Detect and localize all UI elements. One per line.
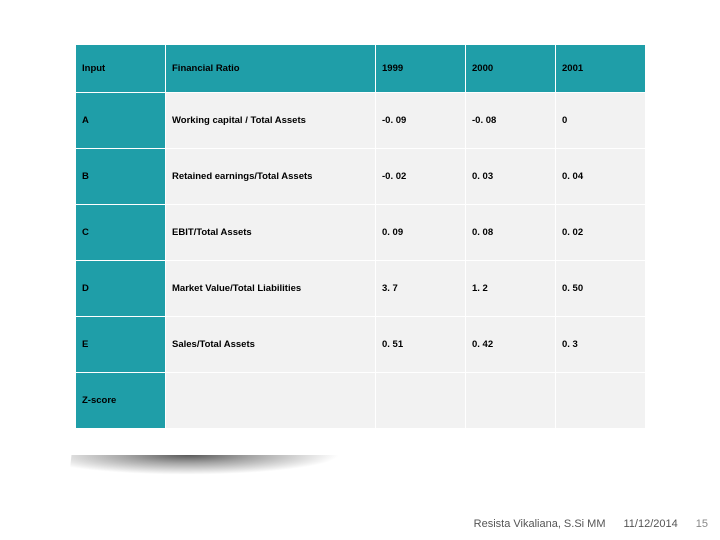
cell-input: A bbox=[76, 93, 166, 149]
cell-ratio: Working capital / Total Assets bbox=[166, 93, 376, 149]
cell-2000: -0. 08 bbox=[466, 93, 556, 149]
cell-input: D bbox=[76, 261, 166, 317]
cell-ratio: Sales/Total Assets bbox=[166, 317, 376, 373]
cell-ratio: EBIT/Total Assets bbox=[166, 205, 376, 261]
col-input-header: Input bbox=[76, 45, 166, 93]
table-row: A Working capital / Total Assets -0. 09 … bbox=[76, 93, 646, 149]
cell-2001: 0. 04 bbox=[556, 149, 646, 205]
col-ratio-header: Financial Ratio bbox=[166, 45, 376, 93]
cell-ratio bbox=[166, 373, 376, 429]
cell-ratio: Market Value/Total Liabilities bbox=[166, 261, 376, 317]
decorative-shadow bbox=[69, 455, 462, 483]
cell-2000: 0. 42 bbox=[466, 317, 556, 373]
table-row: C EBIT/Total Assets 0. 09 0. 08 0. 02 bbox=[76, 205, 646, 261]
cell-1999 bbox=[376, 373, 466, 429]
footer-author: Resista Vikaliana, S.Si MM bbox=[474, 518, 606, 530]
col-1999-header: 1999 bbox=[376, 45, 466, 93]
ratios-table: Input Financial Ratio 1999 2000 2001 A W… bbox=[75, 44, 646, 429]
cell-2001: 0. 3 bbox=[556, 317, 646, 373]
cell-2000: 1. 2 bbox=[466, 261, 556, 317]
cell-2001 bbox=[556, 373, 646, 429]
cell-input: C bbox=[76, 205, 166, 261]
table-row: D Market Value/Total Liabilities 3. 7 1.… bbox=[76, 261, 646, 317]
cell-1999: -0. 02 bbox=[376, 149, 466, 205]
cell-1999: 0. 51 bbox=[376, 317, 466, 373]
table-header-row: Input Financial Ratio 1999 2000 2001 bbox=[76, 45, 646, 93]
footer-date: 11/12/2014 bbox=[624, 518, 678, 530]
ratios-table-wrap: Input Financial Ratio 1999 2000 2001 A W… bbox=[75, 44, 645, 429]
cell-1999: -0. 09 bbox=[376, 93, 466, 149]
slide: Input Financial Ratio 1999 2000 2001 A W… bbox=[0, 0, 720, 540]
col-2000-header: 2000 bbox=[466, 45, 556, 93]
col-2001-header: 2001 bbox=[556, 45, 646, 93]
cell-2001: 0. 02 bbox=[556, 205, 646, 261]
table-row: E Sales/Total Assets 0. 51 0. 42 0. 3 bbox=[76, 317, 646, 373]
cell-2000 bbox=[466, 373, 556, 429]
table-row: Z-score bbox=[76, 373, 646, 429]
cell-input: Z-score bbox=[76, 373, 166, 429]
cell-2001: 0 bbox=[556, 93, 646, 149]
cell-1999: 3. 7 bbox=[376, 261, 466, 317]
footer: Resista Vikaliana, S.Si MM 11/12/2014 15 bbox=[474, 518, 708, 530]
cell-input: B bbox=[76, 149, 166, 205]
cell-ratio: Retained earnings/Total Assets bbox=[166, 149, 376, 205]
table-row: B Retained earnings/Total Assets -0. 02 … bbox=[76, 149, 646, 205]
cell-input: E bbox=[76, 317, 166, 373]
footer-page: 15 bbox=[696, 518, 708, 530]
cell-2001: 0. 50 bbox=[556, 261, 646, 317]
cell-1999: 0. 09 bbox=[376, 205, 466, 261]
cell-2000: 0. 08 bbox=[466, 205, 556, 261]
cell-2000: 0. 03 bbox=[466, 149, 556, 205]
